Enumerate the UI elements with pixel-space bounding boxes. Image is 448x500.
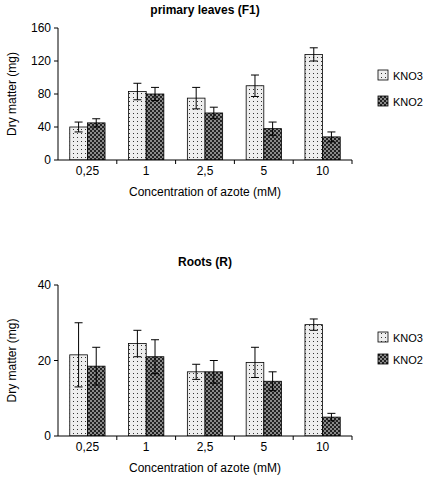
- y-tick-label: 120: [31, 54, 51, 68]
- bar: [246, 86, 264, 160]
- x-tick: [293, 436, 294, 440]
- y-tick-label: 40: [38, 120, 52, 134]
- x-tick-label: 10: [316, 164, 330, 178]
- x-tick-label: 1: [143, 164, 150, 178]
- x-tick: [175, 160, 176, 164]
- plot-area: [70, 48, 340, 160]
- legend-swatch: [378, 332, 388, 342]
- legend-label: KNO3: [393, 70, 423, 82]
- figure: primary leaves (F1) Dry matter (mg) Concen…: [0, 0, 448, 500]
- x-tick-label: 5: [260, 164, 267, 178]
- error-bar: [327, 132, 335, 142]
- error-bar: [75, 122, 83, 132]
- error-bar: [133, 330, 141, 356]
- error-bar: [269, 122, 277, 135]
- chart: Roots (R) Dry matter (mg) Concentration of…: [5, 255, 423, 475]
- title: Roots (R): [178, 255, 232, 269]
- legend-swatch: [378, 354, 388, 364]
- y-axis: [58, 28, 59, 160]
- y-tick: [54, 28, 58, 29]
- bar: [146, 94, 164, 160]
- x-tick: [116, 160, 117, 164]
- error-bar: [133, 83, 141, 100]
- error-bar: [75, 323, 83, 387]
- y-axis-label: Dry matter (mg): [5, 318, 19, 402]
- legend-swatch: [378, 70, 388, 80]
- legend-label: KNO2: [393, 354, 423, 366]
- error-bar: [327, 413, 335, 421]
- bar: [129, 344, 147, 436]
- y-tick-label: 160: [31, 21, 51, 35]
- bar: [187, 372, 205, 436]
- error-bar: [310, 319, 318, 330]
- error-bar: [210, 107, 218, 119]
- y-tick-label: 0: [44, 153, 51, 167]
- error-bar: [192, 364, 200, 379]
- x-tick-label: 1: [143, 440, 150, 454]
- y-axis: [58, 285, 59, 436]
- x-axis-label: Concentration of azote (mM): [129, 461, 281, 475]
- y-tick: [54, 436, 58, 437]
- y-tick: [54, 160, 58, 161]
- y-tick: [54, 360, 58, 361]
- x-axis: [58, 436, 352, 437]
- bar: [305, 54, 323, 160]
- chart-root: primary leaves (F1) Dry matter (mg) Concen…: [0, 0, 448, 500]
- bar: [205, 113, 223, 160]
- x-tick-label: 10: [316, 440, 330, 454]
- y-tick: [54, 285, 58, 286]
- x-tick: [352, 436, 353, 440]
- x-axis-label: Concentration of azote (mM): [129, 185, 281, 199]
- error-bar: [92, 347, 100, 385]
- x-tick: [175, 436, 176, 440]
- x-tick: [234, 160, 235, 164]
- legend-swatch: [378, 96, 388, 106]
- x-tick: [234, 436, 235, 440]
- x-tick: [293, 160, 294, 164]
- error-bar: [151, 87, 159, 100]
- plot-area: [70, 319, 340, 436]
- x-tick-label: 5: [260, 440, 267, 454]
- bar: [305, 325, 323, 436]
- error-bar: [92, 119, 100, 127]
- error-bar: [310, 48, 318, 61]
- y-tick: [54, 94, 58, 95]
- error-bar: [269, 372, 277, 391]
- error-bar: [251, 75, 259, 96]
- y-tick-label: 0: [44, 429, 51, 443]
- legend-label: KNO2: [393, 96, 423, 108]
- bar: [87, 123, 105, 160]
- error-bar: [251, 347, 259, 377]
- y-tick-label: 40: [38, 278, 52, 292]
- bar: [70, 127, 88, 160]
- x-axis: [58, 160, 352, 161]
- y-tick: [54, 61, 58, 62]
- chart: primary leaves (F1) Dry matter (mg) Concen…: [5, 3, 423, 199]
- x-tick: [352, 160, 353, 164]
- x-tick-label: 2,5: [197, 440, 214, 454]
- error-bar: [192, 87, 200, 108]
- error-bar: [210, 361, 218, 384]
- legend-label: KNO3: [393, 332, 423, 344]
- y-tick-label: 80: [38, 87, 52, 101]
- error-bar: [151, 340, 159, 374]
- y-tick-label: 20: [38, 354, 52, 368]
- x-tick-label: 0,25: [76, 440, 100, 454]
- bar: [129, 92, 147, 160]
- x-tick-label: 2,5: [197, 164, 214, 178]
- x-tick-label: 0,25: [76, 164, 100, 178]
- y-tick: [54, 127, 58, 128]
- title: primary leaves (F1): [150, 3, 259, 17]
- x-tick: [116, 436, 117, 440]
- y-axis-label: Dry matter (mg): [5, 52, 19, 136]
